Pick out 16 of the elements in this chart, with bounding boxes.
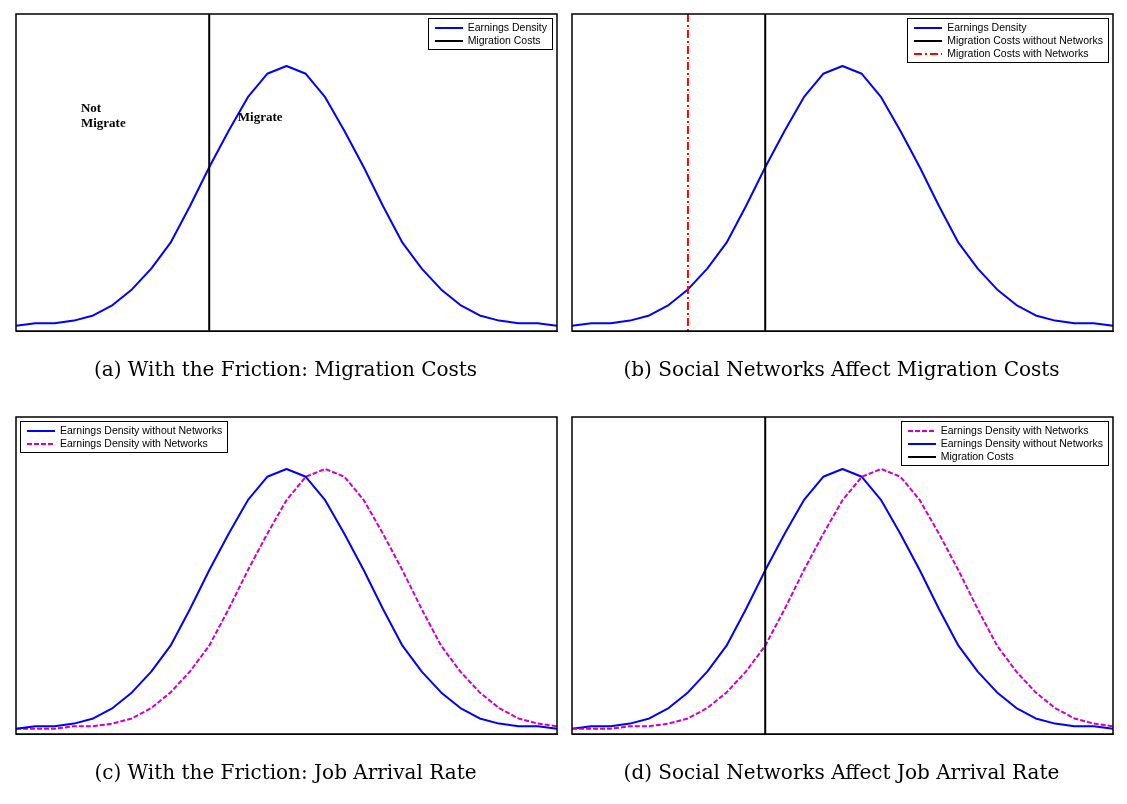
- legend-label: Earnings Density: [947, 21, 1027, 34]
- legend-label: Earnings Density without Networks: [940, 437, 1103, 450]
- text: (a) With the Friction: Migration Costs: [92, 357, 479, 381]
- legend-label: Earnings Density with Networks: [60, 437, 208, 450]
- legend-label: Earnings Density: [467, 21, 547, 34]
- legend-label: Earnings Density with Networks: [940, 424, 1089, 437]
- text: Migration Costs: [940, 450, 1014, 462]
- text: (c) With the Friction: Job Arrival Rate: [93, 760, 478, 784]
- text: (d) Social Networks Affect Job Arrival Rate: [622, 760, 1061, 784]
- text: Migration Costs: [467, 34, 541, 46]
- annotation: Migrate: [237, 109, 284, 125]
- text: Migration Costs with Networks: [947, 47, 1089, 59]
- legend-label: Earnings Density without Networks: [60, 424, 223, 437]
- annotation: Not Migrate: [80, 99, 127, 130]
- text: (b) Social Networks Affect Migration Costs: [622, 357, 1061, 381]
- text: Migration Costs without Networks: [947, 34, 1103, 46]
